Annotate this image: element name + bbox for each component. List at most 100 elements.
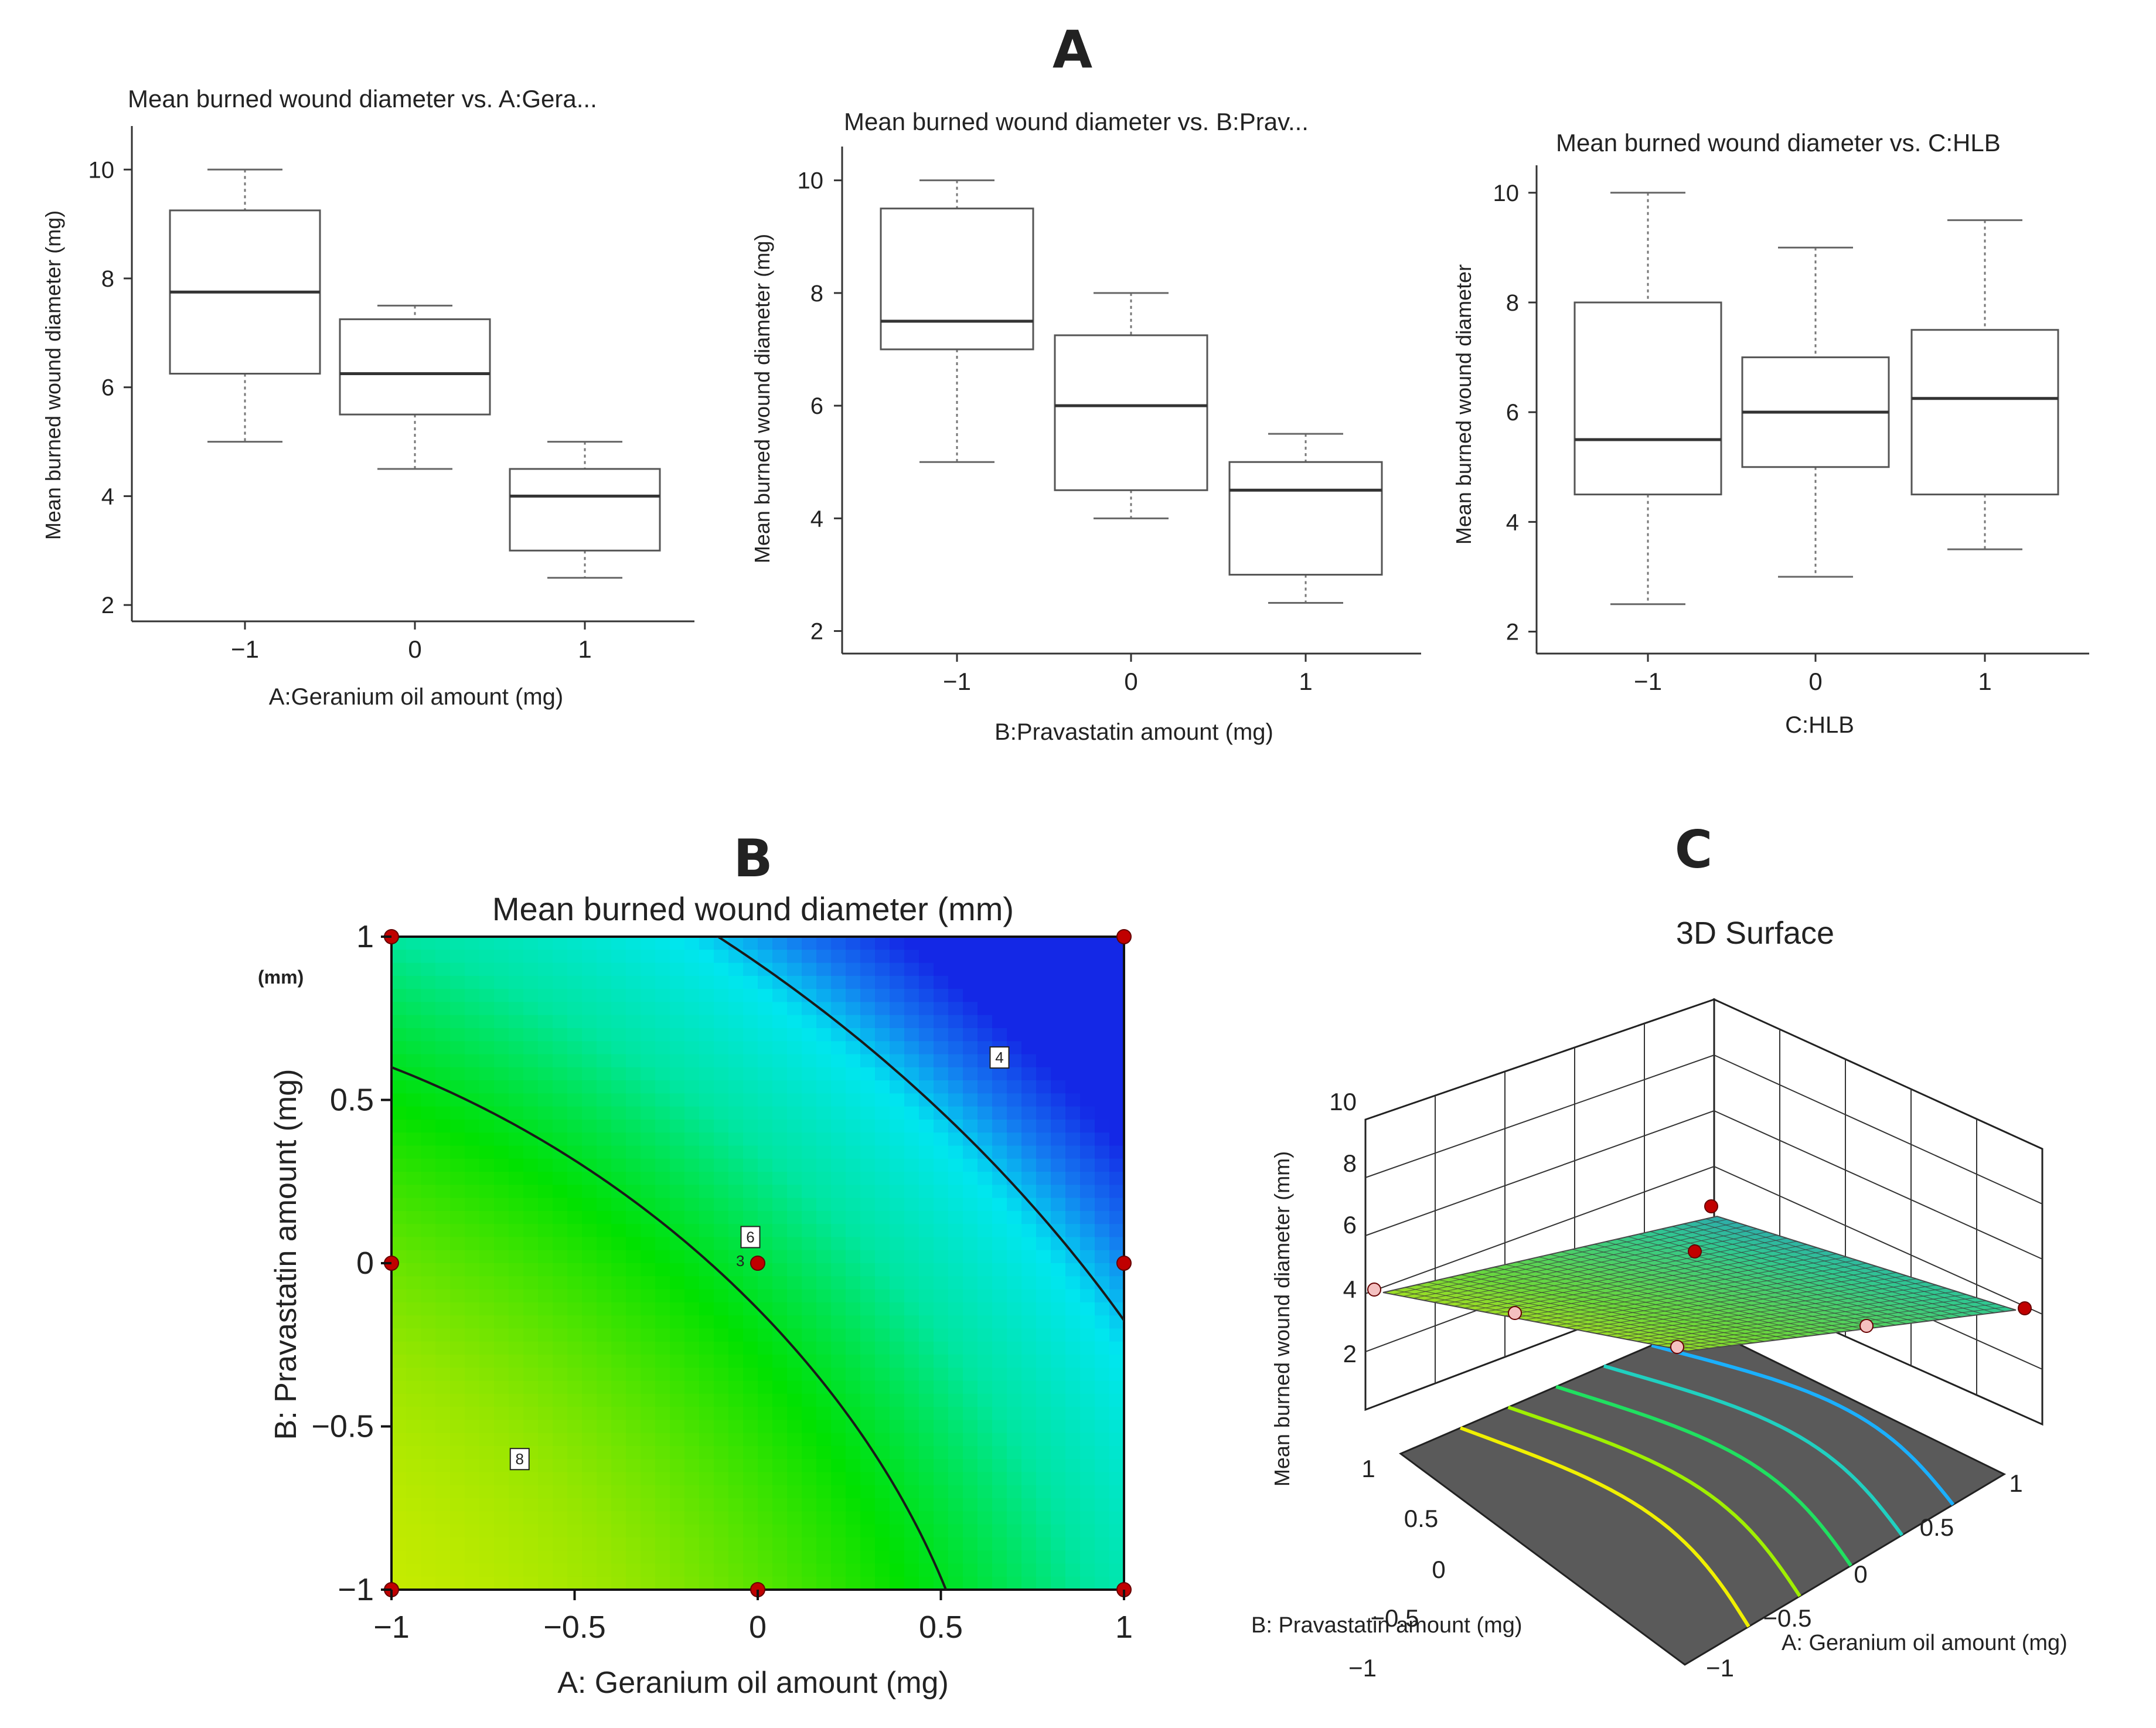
contour-cell: [743, 1550, 758, 1564]
contour-cell: [1065, 989, 1081, 1003]
contour-cell: [1095, 1158, 1110, 1173]
contour-cell: [948, 1472, 963, 1486]
contour-cell: [494, 1054, 509, 1068]
contour-cell: [846, 1093, 861, 1107]
contour-cell: [670, 1015, 685, 1029]
contour-cell: [655, 1524, 670, 1538]
contour-cell: [919, 1002, 934, 1016]
contour-cell: [1080, 1276, 1095, 1290]
contour-cell: [523, 1563, 539, 1577]
contour-cell: [772, 1015, 788, 1029]
contour-cell: [1109, 1198, 1124, 1212]
contour-cell: [714, 1106, 729, 1120]
contour-cell: [816, 1210, 832, 1225]
contour-cell: [1080, 1185, 1095, 1199]
contour-cell: [450, 1172, 465, 1186]
contour-cell: [611, 1002, 626, 1016]
contour-cell: [919, 950, 934, 964]
contour-cell: [934, 1459, 949, 1473]
contour-cell: [582, 1537, 597, 1552]
contour-cell: [1036, 1106, 1051, 1120]
contour-cell: [992, 975, 1007, 990]
contour-cell: [567, 1067, 583, 1081]
contour-cell: [816, 1563, 832, 1577]
contour-cell: [450, 1380, 465, 1394]
contour-cell: [963, 1276, 978, 1290]
contour-cell: [670, 1041, 685, 1055]
contour-cell: [655, 1341, 670, 1355]
contour-cell: [743, 1002, 758, 1016]
contour-cell: [772, 1250, 788, 1264]
contour-cell: [948, 1080, 963, 1094]
contour-cell: [641, 1015, 656, 1029]
contour-cell: [626, 1576, 641, 1590]
contour-cell: [1036, 1198, 1051, 1212]
contour-cell: [582, 1472, 597, 1486]
contour-cell: [831, 1093, 846, 1107]
surface-mesh-line: [1677, 1307, 2007, 1350]
contour-cell: [553, 1368, 568, 1382]
contour-cell: [538, 1172, 553, 1186]
contour-cell: [523, 1368, 539, 1382]
contour-cell: [860, 1368, 876, 1382]
contour-cell: [963, 1380, 978, 1394]
contour-cell: [465, 1459, 480, 1473]
contour-cell: [567, 1459, 583, 1473]
contour-cell: [435, 1380, 451, 1394]
contour-cell: [890, 1119, 905, 1134]
contour-cell: [450, 1015, 465, 1029]
contour-cell: [802, 1210, 817, 1225]
contour-cell: [582, 1093, 597, 1107]
contour-cell: [509, 1002, 524, 1016]
contour-cell: [743, 1380, 758, 1394]
contour-cell: [1007, 1119, 1022, 1134]
contour-cell: [553, 1511, 568, 1525]
y-tick-label: 6: [101, 375, 114, 401]
contour-cell: [553, 1341, 568, 1355]
contour-cell: [479, 1145, 495, 1159]
contour-cell: [1065, 1172, 1081, 1186]
contour-cell: [831, 1002, 846, 1016]
contour-cell: [919, 1341, 934, 1355]
contour-cell: [684, 1537, 700, 1552]
contour-cell: [670, 1302, 685, 1317]
contour-cell: [567, 1054, 583, 1068]
contour-cell: [963, 1289, 978, 1303]
contour-cell: [1036, 1420, 1051, 1434]
contour-cell: [553, 1067, 568, 1081]
contour-cell: [992, 1511, 1007, 1525]
contour-cell: [919, 1289, 934, 1303]
contour-cell: [1021, 1407, 1037, 1421]
contour-cell: [934, 1550, 949, 1564]
contour-cell: [714, 1485, 729, 1499]
contour-cell: [479, 1054, 495, 1068]
contour-cell: [875, 1093, 890, 1107]
contour-cell: [553, 950, 568, 964]
contour-cell: [553, 1041, 568, 1055]
contour-cell: [963, 962, 978, 977]
contour-cell: [846, 1498, 861, 1512]
contour-cell: [1095, 1472, 1110, 1486]
contour-cell: [963, 1472, 978, 1486]
contour-cell: [1065, 1472, 1081, 1486]
contour-cell: [1065, 962, 1081, 977]
contour-cell: [582, 950, 597, 964]
contour-cell: [948, 1315, 963, 1329]
contour-cell: [904, 1472, 919, 1486]
contour-cell: [934, 1210, 949, 1225]
contour-cell: [670, 1511, 685, 1525]
contour-cell: [1036, 1433, 1051, 1447]
contour-cell: [538, 1210, 553, 1225]
contour-cell: [875, 1393, 890, 1408]
contour-cell: [494, 937, 509, 951]
contour-cell: [391, 1080, 407, 1094]
contour-cell: [831, 1511, 846, 1525]
contour-cell: [465, 1145, 480, 1159]
contour-cell: [1007, 937, 1022, 951]
contour-cell: [553, 1172, 568, 1186]
contour-cell: [1036, 1119, 1051, 1134]
contour-cell: [714, 1145, 729, 1159]
contour-cell: [670, 1028, 685, 1042]
contour-cell: [816, 1576, 832, 1590]
contour-cell: [655, 1315, 670, 1329]
